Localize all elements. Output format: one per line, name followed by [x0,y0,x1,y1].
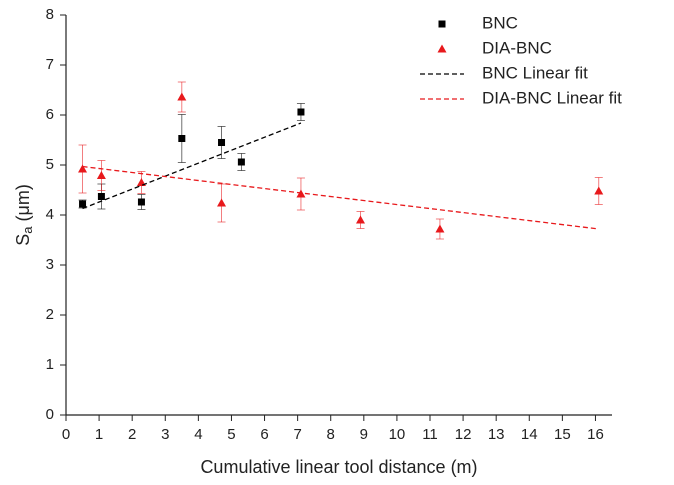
legend-label: BNC [482,13,518,32]
fit-line [82,122,302,210]
y-axis-title-part: S [13,234,33,246]
x-tick-label: 3 [161,426,169,443]
x-tick-label: 12 [455,426,472,443]
y-tick-label: 4 [46,206,54,223]
x-tick-label: 2 [128,426,136,443]
point [217,198,227,207]
y-tick-label: 7 [46,56,54,73]
x-tick-label: 10 [389,426,406,443]
point [218,139,226,146]
point [96,171,106,179]
x-tick-label: 11 [422,426,438,443]
x-tick-label: 6 [260,426,268,443]
y-tick-label: 0 [46,406,54,423]
y-tick-label: 8 [46,6,54,23]
legend-label: DIA-BNC Linear fit [482,88,622,107]
point [97,193,105,200]
y-tick-label: 2 [46,306,54,323]
x-tick-label: 9 [360,426,368,443]
y-tick-label: 5 [46,156,54,173]
point [237,158,245,166]
y-axis-title-part: (μm) [13,184,33,226]
y-tick-label: 1 [46,356,54,373]
legend-label: BNC Linear fit [482,63,588,82]
y-axis-title: Sa (μm) [13,184,36,246]
fit-line [82,165,599,230]
point [297,108,305,116]
x-tick-label: 16 [587,426,604,443]
y-tick-label: 3 [46,256,54,273]
point [79,200,87,208]
point [178,135,186,142]
point [435,224,445,233]
legend-label: DIA-BNC [482,38,552,57]
point [78,164,88,173]
legend-marker [437,44,447,53]
x-tick-label: 1 [95,426,103,443]
x-tick-label: 15 [554,426,571,443]
x-tick-label: 4 [194,426,202,443]
y-tick-label: 6 [46,106,54,123]
y-axis-title-part: a [20,226,35,234]
x-tick-label: 7 [293,426,301,443]
point [137,198,145,206]
x-tick-label: 5 [227,426,235,443]
x-axis-title: Cumulative linear tool distance (m) [200,457,477,477]
x-tick-label: 8 [327,426,335,443]
x-tick-label: 14 [521,426,538,443]
x-tick-label: 0 [62,426,70,443]
x-tick-label: 13 [488,426,505,443]
point [177,92,187,101]
point [356,215,366,224]
legend-marker [438,20,446,28]
point [594,186,604,195]
